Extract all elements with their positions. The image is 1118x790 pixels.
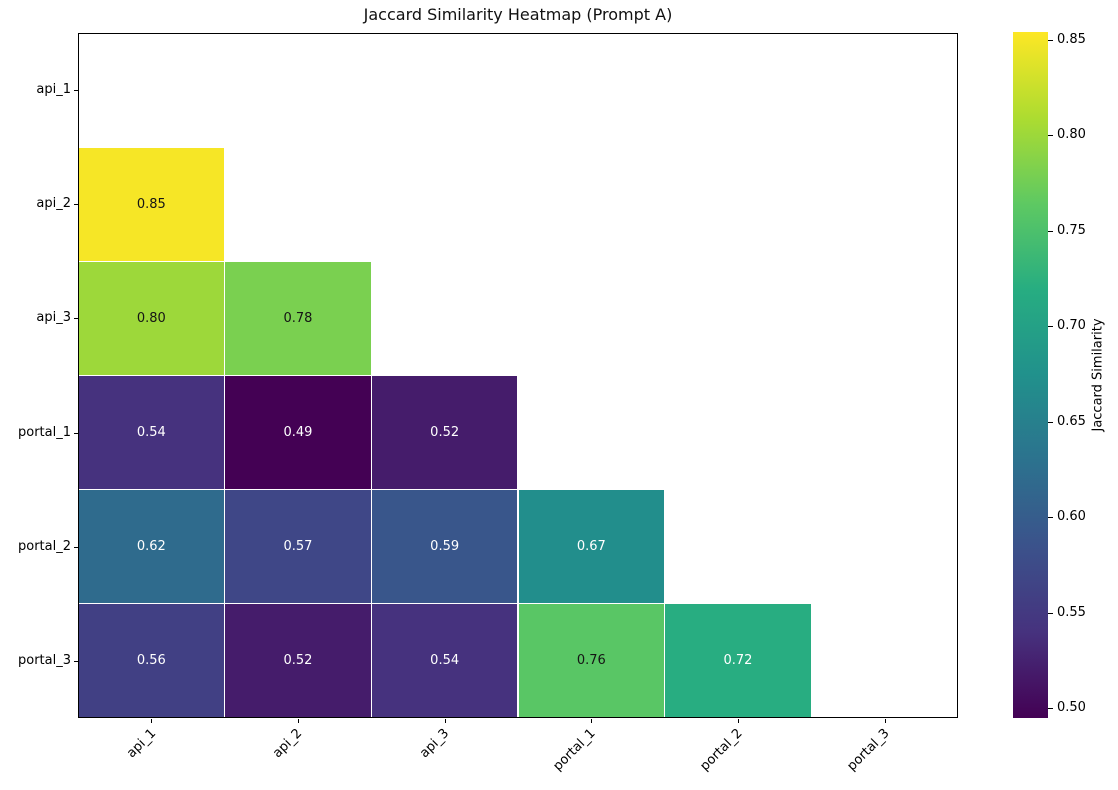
y-tick-label: api_3	[36, 310, 71, 326]
axis-tick	[444, 719, 446, 723]
cell-value-label: 0.62	[136, 539, 166, 555]
chart-title: Jaccard Similarity Heatmap (Prompt A)	[363, 5, 673, 24]
heatmap-cell: 0.52	[225, 604, 371, 718]
colorbar-tick	[1048, 230, 1053, 232]
axis-tick	[74, 432, 78, 434]
colorbar-tick	[1048, 421, 1053, 423]
heatmap-cell: 0.85	[78, 147, 225, 261]
heatmap-cell: 0.56	[78, 604, 225, 718]
cell-value-label: 0.67	[576, 539, 606, 555]
cell-value-label: 0.54	[136, 425, 166, 441]
colorbar-tick-label: 0.50	[1057, 700, 1086, 716]
colorbar-tick-label: 0.60	[1057, 509, 1086, 525]
cell-value-label: 0.72	[723, 653, 753, 669]
axis-tick	[591, 719, 593, 723]
x-tick-label: api_2	[270, 726, 306, 762]
heatmap-cell: 0.52	[371, 376, 518, 490]
x-tick-label: api_3	[417, 726, 453, 762]
colorbar-tick-label: 0.85	[1057, 31, 1086, 47]
x-tick-label: portal_1	[550, 726, 599, 775]
x-tick-label: portal_3	[844, 726, 893, 775]
heatmap-cell: 0.72	[665, 604, 811, 718]
colorbar-tick	[1048, 612, 1053, 614]
y-tick-label: portal_3	[18, 652, 71, 668]
heatmap-cell: 0.59	[371, 490, 518, 604]
axis-tick	[74, 204, 78, 206]
colorbar-label: Jaccard Similarity	[1090, 318, 1106, 432]
y-tick-label: api_1	[36, 82, 71, 98]
cell-value-label: 0.76	[576, 653, 606, 669]
heatmap-cell: 0.67	[518, 490, 665, 604]
cell-value-label: 0.49	[283, 425, 313, 441]
cell-value-label: 0.59	[430, 539, 460, 555]
axis-tick	[884, 719, 886, 723]
axis-tick	[74, 546, 78, 548]
y-tick-label: portal_1	[18, 424, 71, 440]
axis-tick	[738, 719, 739, 723]
colorbar-gradient	[1013, 32, 1048, 718]
cell-value-label: 0.80	[136, 310, 166, 326]
heatmap-cell: 0.80	[78, 261, 225, 375]
colorbar-tick-label: 0.80	[1057, 127, 1086, 143]
colorbar-tick	[1048, 135, 1053, 137]
heatmap-cell: 0.49	[225, 376, 371, 490]
heatmap-plot-area: 0.85 0.80 0.78 0.54 0.49 0.52 0.62 0.57 0.59 0.67…	[78, 33, 958, 718]
axis-tick	[151, 719, 153, 723]
heatmap-cell: 0.57	[225, 490, 371, 604]
x-tick-label: portal_2	[697, 726, 746, 775]
axis-tick	[74, 90, 78, 92]
cell-value-label: 0.52	[430, 425, 460, 441]
cell-value-label: 0.85	[136, 196, 166, 212]
cell-value-label: 0.56	[136, 653, 166, 669]
cell-value-label: 0.54	[430, 653, 460, 669]
y-tick-label: api_2	[36, 196, 71, 212]
colorbar-tick-label: 0.65	[1057, 413, 1086, 429]
colorbar-tick	[1048, 517, 1053, 519]
y-tick-label: portal_2	[18, 538, 71, 554]
heatmap-cell: 0.54	[78, 376, 225, 490]
heatmap-cell: 0.76	[518, 604, 665, 718]
heatmap-cell: 0.54	[371, 604, 518, 718]
cell-value-label: 0.78	[283, 310, 313, 326]
colorbar-tick	[1048, 708, 1053, 710]
cell-value-label: 0.57	[283, 539, 313, 555]
axis-tick	[74, 318, 78, 320]
x-tick-label: api_1	[123, 726, 159, 762]
heatmap-cell: 0.78	[225, 261, 371, 375]
axis-tick	[74, 660, 78, 662]
colorbar-tick-label: 0.55	[1057, 604, 1086, 620]
colorbar-tick-label: 0.75	[1057, 222, 1086, 238]
axis-tick	[298, 719, 299, 723]
colorbar-tick	[1048, 39, 1053, 41]
heatmap-cell: 0.62	[78, 490, 225, 604]
cell-value-label: 0.52	[283, 653, 313, 669]
colorbar-tick-label: 0.70	[1057, 318, 1086, 334]
colorbar-tick	[1048, 326, 1053, 328]
